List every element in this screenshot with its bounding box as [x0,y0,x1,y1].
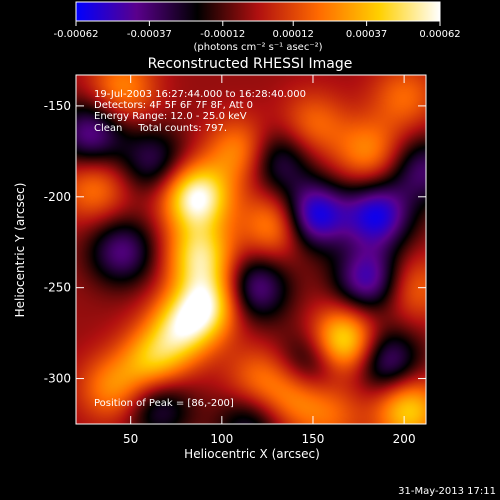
y-axis-label: Heliocentric Y (arcsec) [13,183,27,318]
x-tick-label: 200 [393,432,416,446]
annotation-time: 19-Jul-2003 16:27:44.000 to 16:28:40.000 [94,89,306,100]
colorbar-ticks: -0.00062 -0.00037 -0.00012 0.00012 0.00037 0.… [54,21,461,40]
annotation-energy: Energy Range: 12.0 - 25.0 keV [94,111,247,122]
colorbar-units: (photons cm⁻² s⁻¹ asec⁻²) [193,42,322,53]
chart-title: Reconstructed RHESSI Image [148,56,353,72]
x-axis-label: Heliocentric X (arcsec) [184,447,320,461]
colorbar-tick-label: 0.00012 [273,29,314,40]
colorbar-tick-label: -0.00037 [127,29,172,40]
annotation-clean: Clean Total counts: 797. [94,123,227,134]
y-axis: -150 -200 -250 -300 [44,99,426,386]
y-tick-label: -300 [44,372,71,386]
annotation-peak: Position of Peak = [86,-200] [94,398,234,409]
colorbar-tick-label: 0.00037 [346,29,387,40]
annotation-detectors: Detectors: 4F 5F 6F 7F 8F, Att 0 [94,100,253,111]
colorbar-tick-label: -0.00012 [200,29,245,40]
y-tick-label: -200 [44,190,71,204]
x-tick-label: 100 [210,432,233,446]
colorbar-tick-label: 0.00062 [419,29,460,40]
heatmap-image [76,75,426,424]
y-tick-label: -250 [44,281,71,295]
colorbar [75,1,441,22]
colorbar-tick-label: -0.00062 [54,29,99,40]
x-axis: 50 100 150 200 [123,75,416,446]
y-tick-label: -150 [44,99,71,113]
x-tick-label: 150 [302,432,325,446]
plot-frame [75,74,427,425]
footer-date: 31-May-2013 17:11 [398,486,496,497]
x-tick-label: 50 [123,432,138,446]
